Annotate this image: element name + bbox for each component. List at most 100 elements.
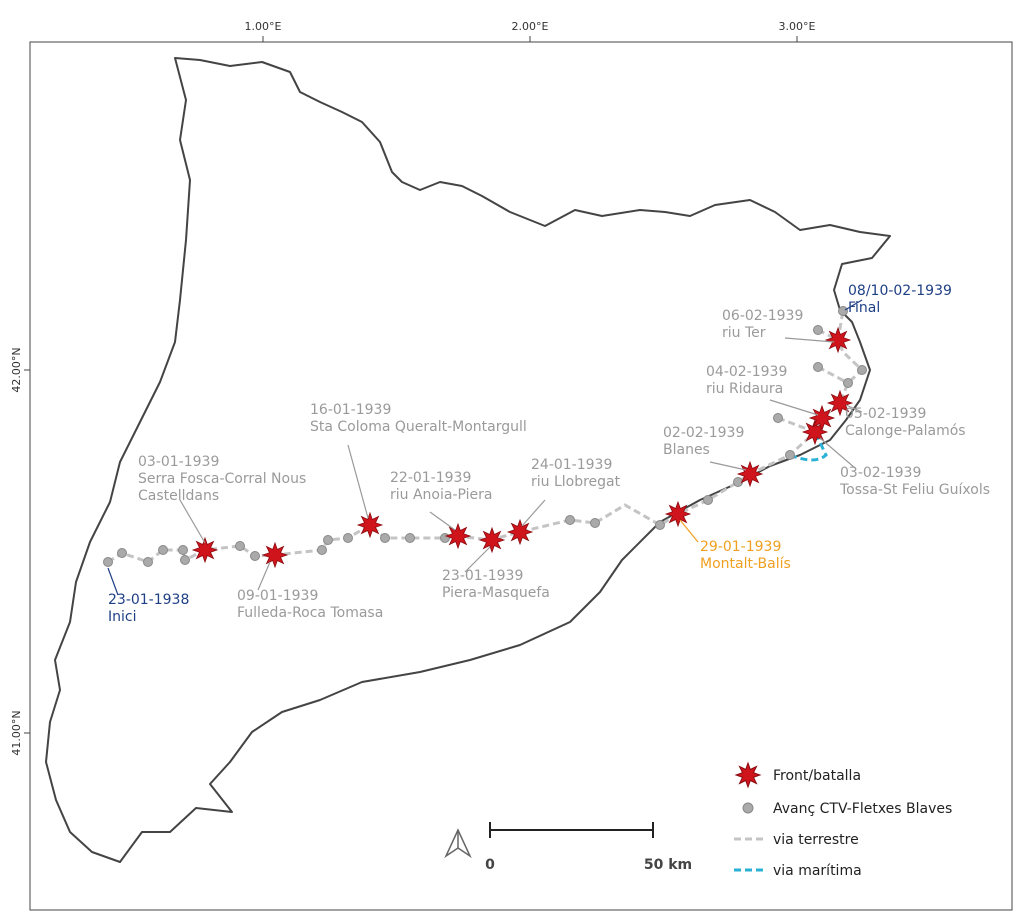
scale-bar [489,822,654,838]
event-label: Blanes [663,442,710,458]
event-label: Final [848,300,880,316]
sea-route [789,431,828,462]
legend-label: via terrestre [773,832,859,848]
event-label: 22-01-1939 [390,470,471,486]
leader-line [429,511,456,531]
leader-line [819,437,856,469]
event-label: 02-02-1939 [663,425,744,441]
event-label: 23-01-1938 [108,592,189,608]
battle-star [478,526,506,554]
frame-ticks [24,36,798,734]
event-label: 23-01-1939 [442,568,523,584]
advance-dot [317,545,327,555]
event-label: Fulleda-Roca Tomasa [237,605,383,621]
advance-dot [838,306,848,316]
event-label: Inici [108,609,136,625]
advance-dot [117,548,127,558]
x-tick-label: 3.00°E [779,20,816,33]
event-label: Calonge-Palamós [845,423,966,439]
event-label: 16-01-1939 [310,402,391,418]
advance-dot [158,545,168,555]
advance-dot [813,325,823,335]
event-label: 08/10-02-1939 [848,283,952,299]
battle-star [826,389,854,417]
leader-line [107,567,119,596]
leader-line [769,399,819,416]
leader-line [679,519,699,543]
event-label: 03-02-1939 [840,465,921,481]
event-label: 24-01-1939 [531,457,612,473]
advance-dot [250,551,260,561]
battle-star [664,500,692,528]
advance-dot [405,533,415,543]
battle-star [191,536,219,564]
leader-line [257,561,271,591]
event-label: 03-01-1939 [138,454,219,470]
advance-dot [857,365,867,375]
frame [29,41,1013,911]
advance-dot [655,520,665,530]
battle-star [824,326,852,354]
scale-end: 50 km [644,857,692,873]
event-label: riu Ridaura [706,381,783,397]
event-label: Sta Coloma Queralt-Montargull [310,419,527,435]
leader-line [464,546,491,573]
leader-line [347,444,369,519]
advance-dot [343,533,353,543]
battle-star [506,518,534,546]
event-label: riu Llobregat [531,474,621,490]
leader-line [845,404,863,413]
legend-label: Front/batalla [773,768,861,784]
battle-star [356,511,384,539]
advance-dot [785,450,795,460]
advance-dot [703,495,713,505]
event-label: riu Anoia-Piera [390,487,492,503]
legend-label: via marítima [773,863,862,879]
event-label: 06-02-1939 [722,308,803,324]
advance-dot [565,515,575,525]
advance-dot [590,518,600,528]
leader-line [784,337,835,343]
advance-dot [733,477,743,487]
advance-dot [323,535,333,545]
advance-dot [843,378,853,388]
leader-line [521,499,546,527]
leader-line [844,299,863,311]
advance-dot [178,545,188,555]
legend-star [734,761,762,789]
event-label: Castelldans [138,488,219,504]
event-label: Montalt-Balís [700,556,791,572]
battle-star [261,541,289,569]
x-tick-label: 2.00°E [512,20,549,33]
event-label: 09-01-1939 [237,588,318,604]
battle-star [444,522,472,550]
event-label: Piera-Masquefa [442,585,550,601]
advance-dot [143,557,153,567]
land-route [107,310,865,564]
y-tick-label: 41.00°N [10,710,23,755]
scale-start: 0 [485,857,495,873]
advance-points [103,306,867,567]
advance-dot [103,557,113,567]
advance-dot [235,541,245,551]
event-label: 29-01-1939 [700,539,781,555]
x-tick-label: 1.00°E [245,20,282,33]
advance-dot [813,362,823,372]
legend-label: Avanç CTV-Fletxes Blaves [773,801,952,817]
legend-dot [742,802,754,814]
event-label: 05-02-1939 [845,406,926,422]
leader-line [709,461,747,471]
event-label: riu Ter [722,325,766,341]
event-label: Serra Fosca-Corral Nous [138,471,306,487]
y-tick-label: 42.00°N [10,347,23,392]
advance-dot [773,413,783,423]
advance-dot [380,533,390,543]
leader-line [179,499,206,544]
event-label: 04-02-1939 [706,364,787,380]
advance-dot [180,555,190,565]
battle-points [191,326,854,569]
battle-star [736,460,764,488]
legend: Front/batalla Avanç CTV-Fletxes Blaves via… [734,761,952,879]
